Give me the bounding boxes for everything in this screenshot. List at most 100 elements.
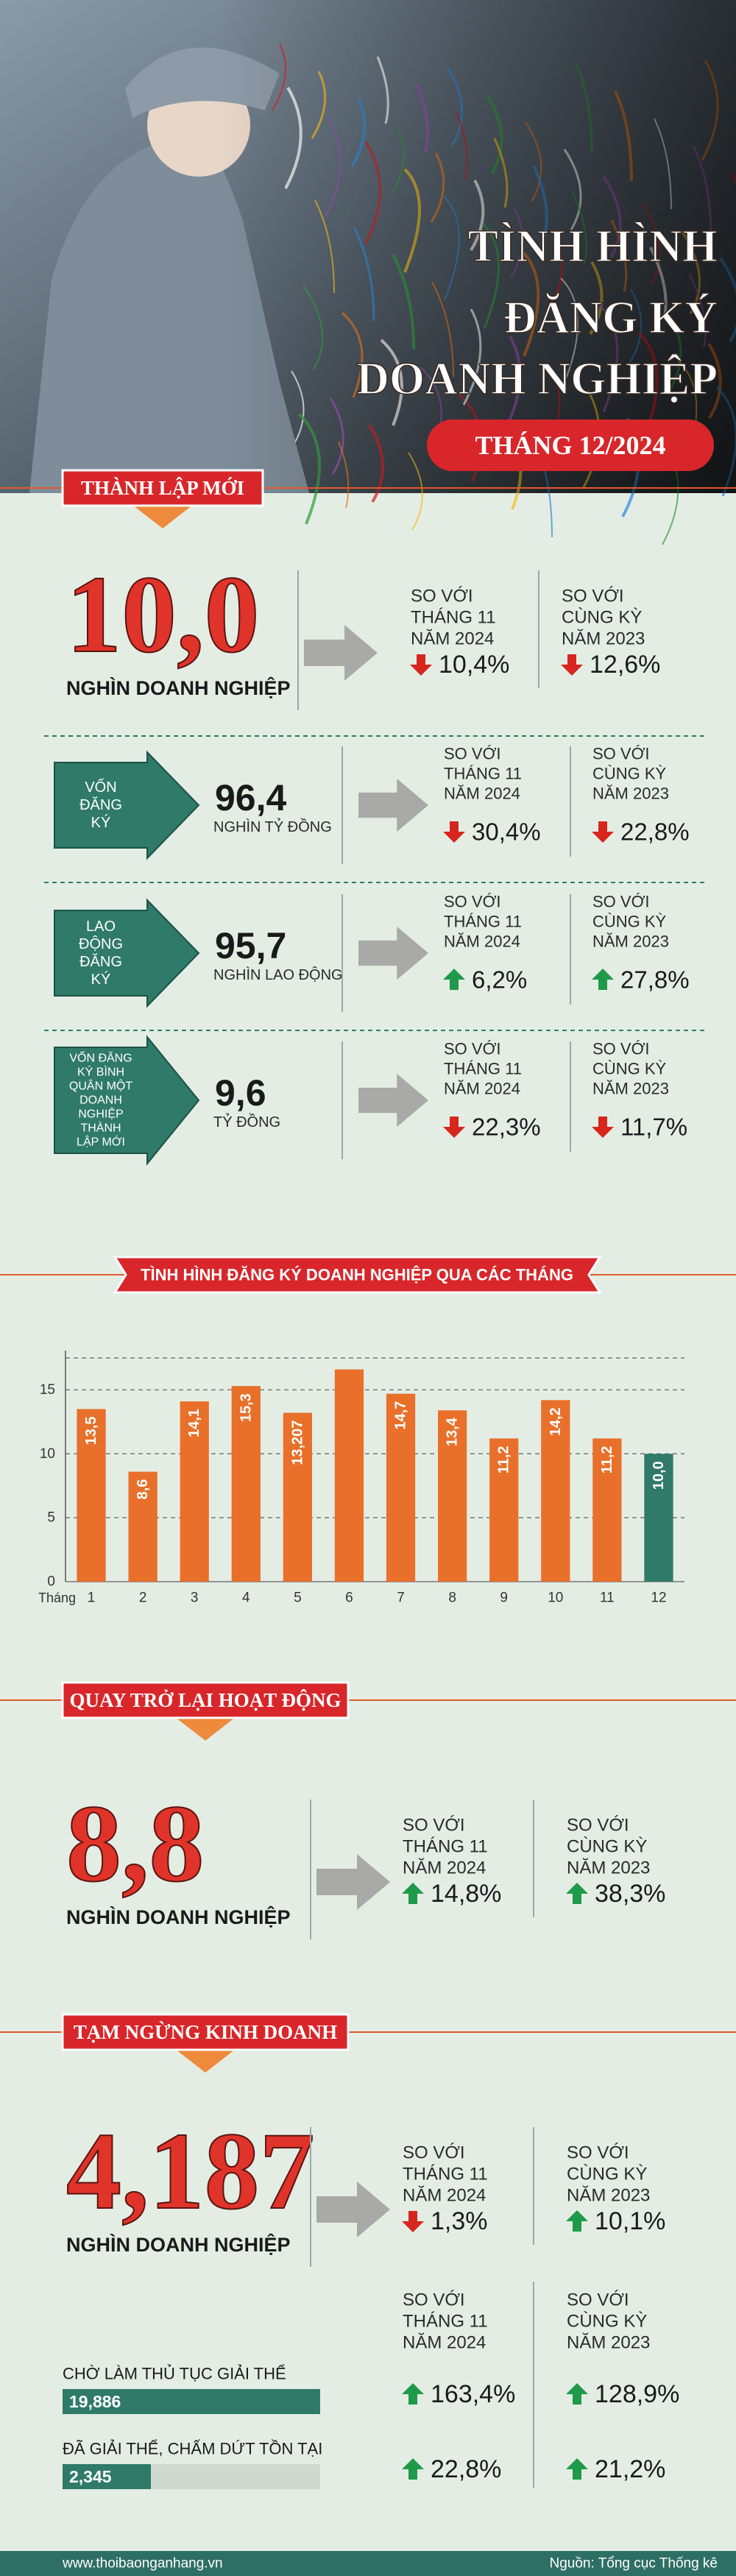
content: THÀNH LẬP MỚI 10,0 NGHÌN DOANH NGHIỆP SO VỚ… — [0, 469, 736, 2489]
bar-value-label: 15,3 — [238, 1393, 254, 1422]
comparison-value: 12,6% — [590, 651, 660, 679]
metric-label: DOANH — [79, 1094, 122, 1107]
trend-arrow-up — [443, 969, 465, 990]
x-tick-label: 5 — [294, 1590, 302, 1606]
footer-website: www.thoibaonganhang.vn — [62, 2556, 223, 2572]
comparison-value: 10,4% — [439, 651, 509, 679]
grey-arrow — [316, 1854, 390, 1910]
bar-value-label: 8,6 — [135, 1479, 151, 1500]
section-title: THÀNH LẬP MỚI — [81, 477, 244, 499]
metric-label: ĐĂNG — [79, 953, 122, 970]
metric-label-arrow — [54, 1035, 200, 1166]
comparison-label: NĂM 2023 — [592, 933, 669, 951]
comparison-label: NĂM 2023 — [567, 2186, 650, 2206]
bar-value-label: 13,5 — [83, 1416, 99, 1445]
big-number-unit: NGHÌN DOANH NGHIỆP — [66, 1906, 291, 1928]
comparison-label: THÁNG 11 — [444, 913, 522, 931]
comparison-value: 10,1% — [595, 2207, 665, 2235]
bar — [180, 1401, 209, 1582]
trend-arrow-down — [410, 654, 432, 676]
metric-unit: NGHÌN TỶ ĐỒNG — [213, 818, 332, 835]
bar — [231, 1386, 261, 1582]
bar-value-label: 11,2 — [496, 1446, 512, 1473]
x-tick-label: 4 — [242, 1590, 250, 1606]
x-tick-label: 10 — [548, 1590, 563, 1606]
bar — [77, 1409, 106, 1582]
comparison-value: 21,2% — [595, 2455, 665, 2483]
footer-source: Nguồn: Tổng cục Thống kê — [549, 2556, 718, 2572]
comparison-label: CÙNG KỲ — [592, 1060, 667, 1078]
header-shade — [0, 0, 736, 493]
comparison-label: SO VỚI — [444, 1040, 501, 1058]
row-label: ĐÃ GIẢI THỂ, CHẤM DỨT TỒN TẠI — [63, 2440, 322, 2458]
comparison-value: 14,8% — [431, 1880, 501, 1908]
metric-value: 95,7 — [215, 925, 286, 966]
banner-bg — [61, 1681, 350, 1719]
comparison-label: NĂM 2023 — [592, 1080, 669, 1098]
section-title: QUAY TRỞ LẠI HOẠT ĐỘNG — [69, 1689, 341, 1711]
comparison-label: THÁNG 11 — [444, 1060, 522, 1078]
metric-label: LẬP MỚI — [77, 1135, 125, 1149]
comparison-value: 6,2% — [472, 966, 527, 994]
x-tick-label: 1 — [88, 1590, 96, 1606]
metric-label: NGHIỆP — [78, 1107, 123, 1121]
bar-value-label: 10,0 — [651, 1461, 667, 1490]
comparison-label: CÙNG KỲ — [567, 1837, 647, 1857]
x-tick-label: 9 — [500, 1590, 508, 1606]
comparison-label: THÁNG 11 — [444, 765, 522, 783]
comparison-label: NĂM 2023 — [567, 1858, 650, 1878]
x-axis-label: Tháng — [38, 1590, 76, 1605]
comparison-value: 38,3% — [595, 1880, 665, 1908]
big-number-unit: NGHÌN DOANH NGHIỆP — [66, 676, 291, 699]
trend-arrow-up — [566, 2383, 588, 2405]
x-tick-label: 11 — [600, 1590, 615, 1606]
grey-arrow — [316, 2182, 390, 2237]
x-tick-label: 3 — [191, 1590, 199, 1606]
big-number-unit: NGHÌN DOANH NGHIỆP — [66, 2233, 291, 2256]
footer-bar — [0, 2551, 736, 2576]
comparison-label: SO VỚI — [411, 587, 473, 606]
metric-label: THÀNH — [80, 1121, 121, 1135]
grey-arrow — [304, 625, 378, 681]
comparison-label: CÙNG KỲ — [567, 2312, 647, 2332]
bar — [541, 1400, 570, 1582]
comparison-label: SO VỚI — [444, 745, 501, 763]
metric-label-arrow — [54, 898, 200, 1008]
comparison-value: 11,7% — [620, 1114, 687, 1141]
metric-label: LAO — [86, 919, 116, 935]
comparison-value: 22,3% — [472, 1114, 541, 1141]
comparison-label: SO VỚI — [592, 893, 650, 911]
trend-arrow-down — [561, 654, 583, 676]
grey-arrow — [358, 926, 428, 980]
bar — [592, 1438, 622, 1582]
badge-bg — [427, 420, 714, 471]
bar — [128, 1471, 158, 1582]
bar-value-label: 14,7 — [393, 1401, 409, 1430]
x-tick-label: 2 — [139, 1590, 147, 1606]
banner-pointer — [172, 1715, 238, 1741]
bar — [644, 1454, 673, 1582]
header-title: TÌNH HÌNH — [468, 222, 718, 272]
comparison-label: NĂM 2024 — [403, 2333, 486, 2353]
comparison-label: NĂM 2024 — [403, 2186, 486, 2206]
comparison-label: NĂM 2024 — [444, 785, 520, 803]
x-tick-label: 8 — [448, 1590, 456, 1606]
header-title: ĐĂNG KÝ — [503, 293, 718, 343]
x-tick-label: 6 — [345, 1590, 353, 1606]
trend-arrow-down — [443, 821, 465, 843]
comparison-label: NĂM 2024 — [444, 933, 520, 951]
y-tick-label: 10 — [40, 1446, 55, 1462]
comparison-value: 27,8% — [620, 966, 690, 994]
trend-arrow-down — [443, 1117, 465, 1138]
row-label: CHỜ LÀM THỦ TỤC GIẢI THỂ — [63, 2365, 286, 2383]
comparison-label: SO VỚI — [567, 2290, 629, 2310]
comparison-label: THÁNG 11 — [403, 2312, 488, 2332]
comparison-label: THÁNG 11 — [411, 608, 496, 628]
comparison-label: NĂM 2024 — [403, 1858, 486, 1878]
comparison-label: SO VỚI — [444, 893, 501, 911]
trend-arrow-up — [402, 1883, 424, 1904]
metric-label: ĐĂNG — [79, 796, 122, 813]
row-value: 19,886 — [69, 2392, 121, 2411]
